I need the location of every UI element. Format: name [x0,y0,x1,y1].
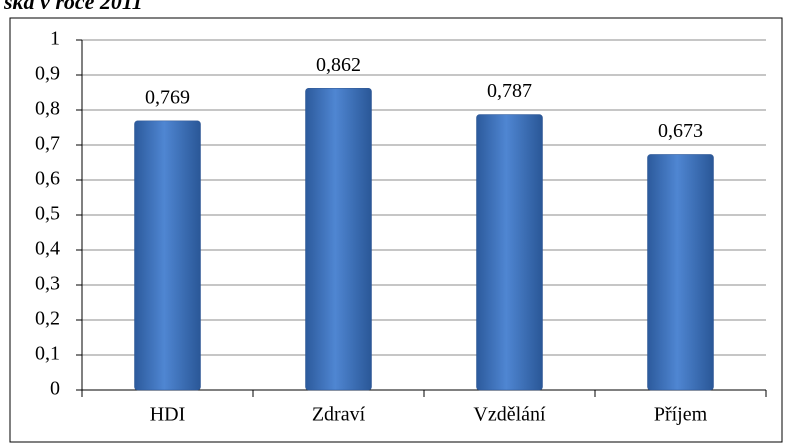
y-tick-label: 0,2 [35,308,60,330]
data-label: 0,673 [658,120,703,142]
y-tick-label: 0,1 [35,343,60,365]
y-tick-label: 0 [50,378,60,400]
x-tick-label: Příjem [654,404,708,426]
y-tick-label: 0,7 [35,133,60,155]
y-tick-label: 0,3 [35,273,60,295]
x-tick-label: HDI [150,404,186,426]
y-tick-label: 0,6 [35,168,60,190]
y-tick-label: 1 [50,28,60,50]
y-tick-label: 0,9 [35,63,60,85]
chart-title: ská v roce 2011 [3,0,143,14]
x-tick-label: Vzdělání [473,404,546,426]
y-tick-label: 0,8 [35,98,60,120]
bar [134,120,201,391]
x-tick-label: Zdraví [312,404,366,426]
data-label: 0,862 [316,54,361,76]
data-label: 0,769 [145,86,190,108]
y-tick-label: 0,5 [35,203,60,225]
y-tick-label: 0,4 [35,238,60,260]
bar [647,154,714,391]
data-label: 0,787 [487,80,532,102]
bar [476,114,543,391]
bar [305,88,372,391]
